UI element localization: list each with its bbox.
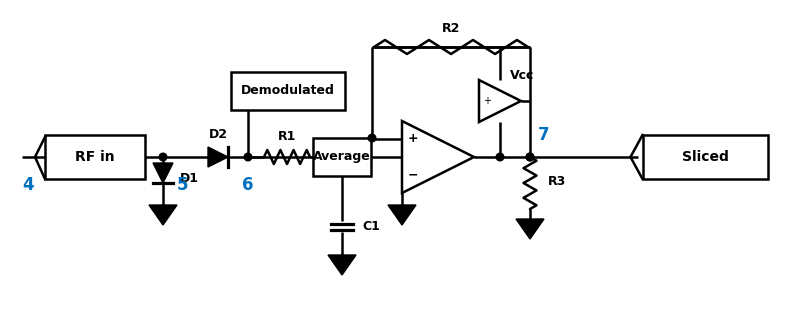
Polygon shape <box>516 219 544 239</box>
Polygon shape <box>208 147 228 167</box>
FancyBboxPatch shape <box>313 138 371 176</box>
Text: D2: D2 <box>209 129 227 142</box>
FancyBboxPatch shape <box>642 135 767 179</box>
Circle shape <box>159 153 167 161</box>
Text: C1: C1 <box>362 220 380 234</box>
Text: 7: 7 <box>538 126 550 144</box>
Circle shape <box>526 153 534 161</box>
FancyBboxPatch shape <box>45 135 145 179</box>
Polygon shape <box>388 205 416 225</box>
Text: Sliced: Sliced <box>682 150 729 164</box>
Circle shape <box>244 153 252 161</box>
Text: R3: R3 <box>548 175 566 189</box>
Circle shape <box>526 153 534 161</box>
Text: 4: 4 <box>22 176 34 194</box>
Text: R1: R1 <box>278 130 296 144</box>
Text: R2: R2 <box>442 23 460 35</box>
Text: +: + <box>408 132 418 145</box>
Polygon shape <box>149 205 177 225</box>
Circle shape <box>368 134 376 142</box>
Polygon shape <box>402 121 474 193</box>
Text: RF in: RF in <box>75 150 115 164</box>
Text: D1: D1 <box>180 173 199 186</box>
Text: Average: Average <box>313 151 371 164</box>
Text: 6: 6 <box>242 176 254 194</box>
Text: Vcc: Vcc <box>510 70 534 83</box>
Polygon shape <box>328 255 356 275</box>
Text: +: + <box>483 96 491 106</box>
Circle shape <box>496 153 504 161</box>
FancyBboxPatch shape <box>231 72 345 110</box>
Polygon shape <box>479 80 521 122</box>
Polygon shape <box>153 163 173 183</box>
Text: −: − <box>408 168 418 182</box>
Text: Demodulated: Demodulated <box>241 85 335 98</box>
Text: 5: 5 <box>176 176 188 194</box>
